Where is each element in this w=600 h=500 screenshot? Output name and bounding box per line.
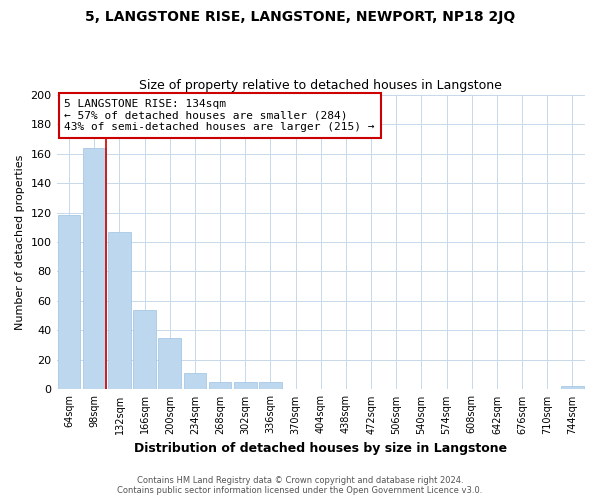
Bar	[158, 338, 181, 390]
Bar	[133, 310, 156, 390]
Y-axis label: Number of detached properties: Number of detached properties	[15, 154, 25, 330]
Bar	[209, 382, 232, 390]
Text: 5, LANGSTONE RISE, LANGSTONE, NEWPORT, NP18 2JQ: 5, LANGSTONE RISE, LANGSTONE, NEWPORT, N…	[85, 10, 515, 24]
X-axis label: Distribution of detached houses by size in Langstone: Distribution of detached houses by size …	[134, 442, 508, 455]
Text: Contains HM Land Registry data © Crown copyright and database right 2024.
Contai: Contains HM Land Registry data © Crown c…	[118, 476, 482, 495]
Bar	[561, 386, 584, 390]
Bar	[58, 216, 80, 390]
Bar	[108, 232, 131, 390]
Text: 5 LANGSTONE RISE: 134sqm
← 57% of detached houses are smaller (284)
43% of semi-: 5 LANGSTONE RISE: 134sqm ← 57% of detach…	[64, 99, 375, 132]
Bar	[234, 382, 257, 390]
Title: Size of property relative to detached houses in Langstone: Size of property relative to detached ho…	[139, 79, 502, 92]
Bar	[184, 373, 206, 390]
Bar	[83, 148, 106, 390]
Bar	[259, 382, 282, 390]
